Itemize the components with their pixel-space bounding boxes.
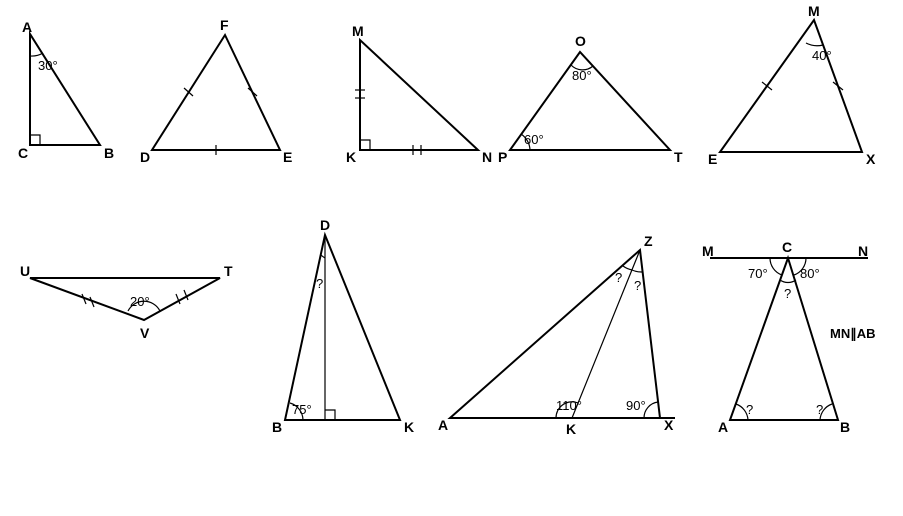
vertex-label-f: F [220, 17, 229, 33]
angle-label-b7: 75° [292, 402, 312, 417]
triangle-mkn: M K N [346, 23, 492, 165]
vertex-label-k8: K [566, 421, 576, 437]
vertex-label-x8: X [664, 417, 674, 433]
angle-label-a: 30° [38, 58, 58, 73]
vertex-label-b: B [104, 145, 114, 161]
angle-label-110: 110° [556, 398, 582, 413]
vertex-label-m9: M [702, 243, 714, 259]
vertex-label-v: V [140, 325, 150, 341]
triangle-mex: M E X 40° [708, 3, 876, 167]
vertex-label-n9: N [858, 243, 868, 259]
angle-label-p: 60° [524, 132, 544, 147]
triangle-dbk: D B K 75° ? [272, 217, 414, 435]
vertex-label-t: T [674, 149, 683, 165]
angle-label-o: 80° [572, 68, 592, 83]
vertex-label-d: D [140, 149, 150, 165]
angle-label-a9: ? [746, 402, 753, 417]
vertex-label-p: P [498, 149, 507, 165]
angle-label-zr: ? [634, 278, 641, 293]
triangle-cab-parallel: M C N A B 70° 80° ? ? ? MN∥AB [702, 239, 876, 435]
angle-label-90: 90° [626, 398, 646, 413]
vertex-label-a9: A [718, 419, 728, 435]
triangle-def: D E F [140, 17, 292, 165]
angle-label-70: 70° [748, 266, 768, 281]
vertex-label-m: M [352, 23, 364, 39]
angle-label-80: 80° [800, 266, 820, 281]
vertex-label-k7: K [404, 419, 414, 435]
vertex-label-b9: B [840, 419, 850, 435]
vertex-label-o: O [575, 33, 586, 49]
triangle-acb: A C B 30° [18, 19, 114, 161]
vertex-label-e: E [283, 149, 292, 165]
vertex-label-k: K [346, 149, 356, 165]
vertex-label-u: U [20, 263, 30, 279]
vertex-label-a: A [22, 19, 32, 35]
vertex-label-t6: T [224, 263, 233, 279]
vertex-label-c: C [18, 145, 28, 161]
angle-label-b9: ? [816, 402, 823, 417]
vertex-label-z8: Z [644, 233, 653, 249]
vertex-label-n: N [482, 149, 492, 165]
vertex-label-x5: X [866, 151, 876, 167]
vertex-label-d7: D [320, 217, 330, 233]
angle-label-acb: ? [784, 286, 791, 301]
parallel-note: MN∥AB [830, 326, 876, 342]
vertex-label-a8: A [438, 417, 448, 433]
vertex-label-e5: E [708, 151, 717, 167]
angle-label-d7: ? [316, 276, 323, 291]
triangle-azx: A Z X K 110° 90° ? ? [438, 233, 675, 437]
vertex-label-c9: C [782, 239, 792, 255]
vertex-label-b7: B [272, 419, 282, 435]
angle-label-m5: 40° [812, 48, 832, 63]
angle-label-v: 20° [130, 294, 150, 309]
angle-label-zl: ? [615, 270, 622, 285]
vertex-label-m5: M [808, 3, 820, 19]
triangle-opt: O P T 80° 60° [498, 33, 683, 165]
triangle-uvt: U T V 20° [20, 263, 233, 341]
